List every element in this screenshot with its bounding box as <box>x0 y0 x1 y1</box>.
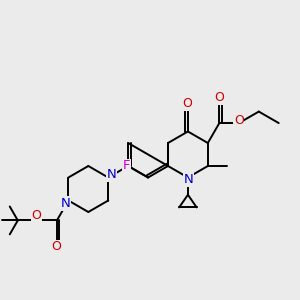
Text: O: O <box>234 114 244 127</box>
Text: O: O <box>214 91 224 104</box>
Text: O: O <box>182 97 192 110</box>
Text: O: O <box>32 209 41 222</box>
Text: O: O <box>51 241 61 254</box>
Text: N: N <box>61 197 70 210</box>
Text: N: N <box>184 173 194 186</box>
Text: F: F <box>122 159 130 172</box>
Text: N: N <box>106 168 116 181</box>
